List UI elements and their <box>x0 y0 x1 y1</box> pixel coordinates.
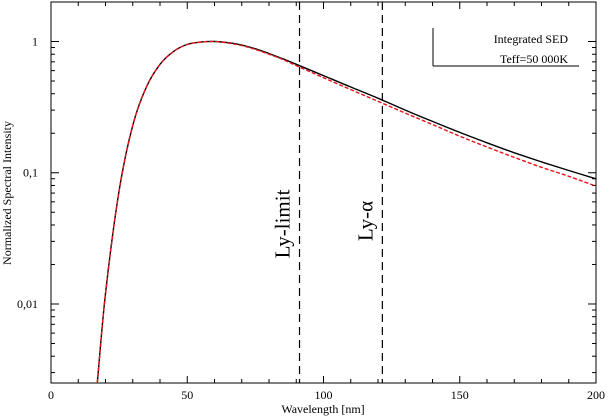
x-tick-label: 100 <box>315 388 333 402</box>
axis-tick-labels: 0 50 100 150 200 0,01 0,1 1 <box>17 35 605 402</box>
y-tick-label: 0,01 <box>17 297 38 311</box>
legend-line-1: Integrated SED <box>494 32 569 46</box>
x-tick-label: 200 <box>587 388 605 402</box>
annotations: Ly-limit Ly-α <box>271 189 378 258</box>
legend-line-2: Teff=50 000K <box>500 52 568 66</box>
data-series <box>96 40 597 384</box>
x-tick-label: 50 <box>181 388 193 402</box>
x-tick-label: 0 <box>48 388 54 402</box>
series-line-black <box>96 40 597 384</box>
reference-lines <box>298 2 383 383</box>
annotation-label: Ly-α <box>353 201 377 241</box>
y-tick-label: 0,1 <box>23 166 38 180</box>
y-axis-title: Normalized Spectral Intensity <box>0 121 14 265</box>
x-tick-label: 150 <box>451 388 469 402</box>
legend: Integrated SED Teff=50 000K <box>432 28 579 67</box>
series-line-red-dashed <box>96 40 597 384</box>
y-tick-label: 1 <box>32 35 38 49</box>
x-axis-title: Wavelength [nm] <box>281 402 364 416</box>
annotation-label: Ly-limit <box>271 189 295 258</box>
